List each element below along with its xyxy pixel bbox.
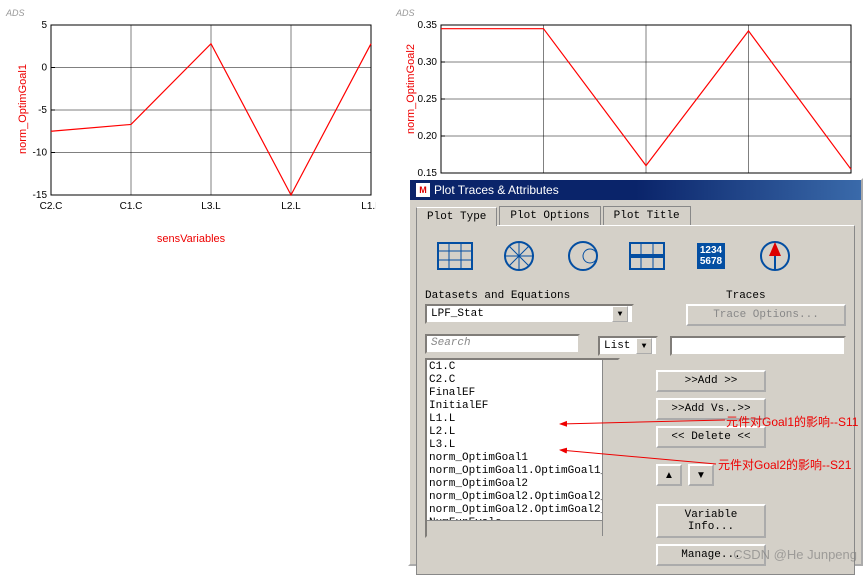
listbox-content: C1.CC2.CFinalEFInitialEFL1.LL2.LL3.Lnorm… (429, 361, 616, 538)
chart2-ylabel: norm_OptimGoal2 (405, 44, 417, 134)
list-mode-combo[interactable]: List ▼ (598, 336, 658, 356)
svg-text:-10: -10 (33, 148, 48, 159)
chevron-down-icon[interactable]: ▼ (612, 306, 628, 322)
plot-type-icons: 1234 5678 (425, 234, 846, 286)
variables-listbox[interactable]: C1.CC2.CFinalEFInitialEFL1.LL2.LL3.Lnorm… (425, 358, 620, 538)
scrollbar-vertical[interactable] (602, 360, 618, 536)
list-item[interactable]: norm_OptimGoal2.OptimGoal2_limit2 (429, 504, 616, 517)
list-item[interactable]: norm_OptimGoal2.OptimGoal2_limit1 (429, 491, 616, 504)
svg-text:5: 5 (41, 20, 47, 31)
chart1-ylabel: norm_OptimGoal1 (17, 64, 29, 154)
chart1-svg: -15 -10 -5 0 5 C2.C C1.C L3.L L2.L L1.L (6, 20, 376, 215)
annotation-2: 元件对Goal2的影响--S21 (718, 456, 851, 473)
svg-text:0.20: 0.20 (418, 131, 438, 142)
svg-text:0.25: 0.25 (418, 94, 438, 105)
trace-options-button[interactable]: Trace Options... (686, 304, 846, 326)
chart1: ADS -15 -10 -5 0 5 C2.C C1.C L3.L L2.L L1.L norm_… (6, 8, 376, 233)
list-item[interactable]: norm_OptimGoal1.OptimGoal1_limit1 (429, 465, 616, 478)
move-down-button[interactable]: ▼ (688, 464, 714, 486)
chart2: ADS 0.150.200.250.300.35 norm_OptimGoal2 (396, 8, 856, 178)
ads-label-2: ADS (396, 8, 415, 18)
list-item[interactable]: norm_OptimGoal1 (429, 452, 616, 465)
chart1-xlabel: sensVariables (6, 233, 376, 245)
chevron-down-icon[interactable]: ▼ (636, 338, 652, 354)
search-input[interactable]: Search (425, 334, 580, 354)
list-item[interactable]: C2.C (429, 374, 616, 387)
scrollbar-horizontal[interactable] (427, 520, 602, 536)
tab-plot-options[interactable]: Plot Options (499, 206, 600, 225)
svg-text:0.35: 0.35 (418, 20, 438, 31)
svg-text:-5: -5 (38, 105, 47, 116)
svg-text:0.30: 0.30 (418, 57, 438, 68)
icon-smith[interactable] (563, 238, 603, 274)
icon-polar[interactable] (499, 238, 539, 274)
tab-plot-type[interactable]: Plot Type (416, 207, 497, 226)
svg-text:L1.L: L1.L (361, 201, 376, 212)
traces-label: Traces (726, 290, 846, 302)
variable-info-button[interactable]: Variable Info... (656, 504, 766, 538)
icon-rectangular[interactable] (435, 238, 475, 274)
watermark: CSDN @He Junpeng (733, 547, 857, 562)
svg-text:0: 0 (41, 63, 47, 74)
move-up-button[interactable]: ▲ (656, 464, 682, 486)
dataset-combo[interactable]: LPF_Stat ▼ (425, 304, 634, 324)
tab-plot-title[interactable]: Plot Title (603, 206, 691, 225)
dataset-value: LPF_Stat (431, 308, 484, 320)
tabs: Plot Type Plot Options Plot Title (416, 206, 855, 225)
icon-list[interactable]: 1234 5678 (691, 238, 731, 274)
traces-listbox[interactable] (670, 336, 846, 356)
plot-traces-dialog: M Plot Traces & Attributes Plot Type Plo… (408, 178, 863, 566)
list-item[interactable]: FinalEF (429, 387, 616, 400)
list-mode-value: List (604, 340, 630, 352)
list-item[interactable]: InitialEF (429, 400, 616, 413)
svg-text:L2.L: L2.L (281, 201, 301, 212)
datasets-label: Datasets and Equations (425, 290, 634, 302)
svg-text:C1.C: C1.C (120, 201, 143, 212)
icon-stack[interactable] (627, 238, 667, 274)
list-item[interactable]: L2.L (429, 426, 616, 439)
svg-text:C2.C: C2.C (40, 201, 63, 212)
dialog-icon: M (416, 183, 430, 197)
list-item[interactable]: L1.L (429, 413, 616, 426)
add-button[interactable]: >>Add >> (656, 370, 766, 392)
chart2-svg: 0.150.200.250.300.35 (396, 20, 856, 190)
ads-label-1: ADS (6, 8, 25, 18)
list-item[interactable]: norm_OptimGoal2 (429, 478, 616, 491)
dialog-titlebar[interactable]: M Plot Traces & Attributes (410, 180, 861, 200)
dialog-title: Plot Traces & Attributes (434, 183, 559, 197)
list-item[interactable]: L3.L (429, 439, 616, 452)
svg-text:-15: -15 (33, 190, 48, 201)
icon-antenna[interactable] (755, 238, 795, 274)
svg-text:L3.L: L3.L (201, 201, 221, 212)
annotation-1: 元件对Goal1的影响--S11 (726, 413, 858, 430)
tab-panel: 1234 5678 Datasets and Equations LPF_Sta… (416, 225, 855, 575)
list-item[interactable]: C1.C (429, 361, 616, 374)
